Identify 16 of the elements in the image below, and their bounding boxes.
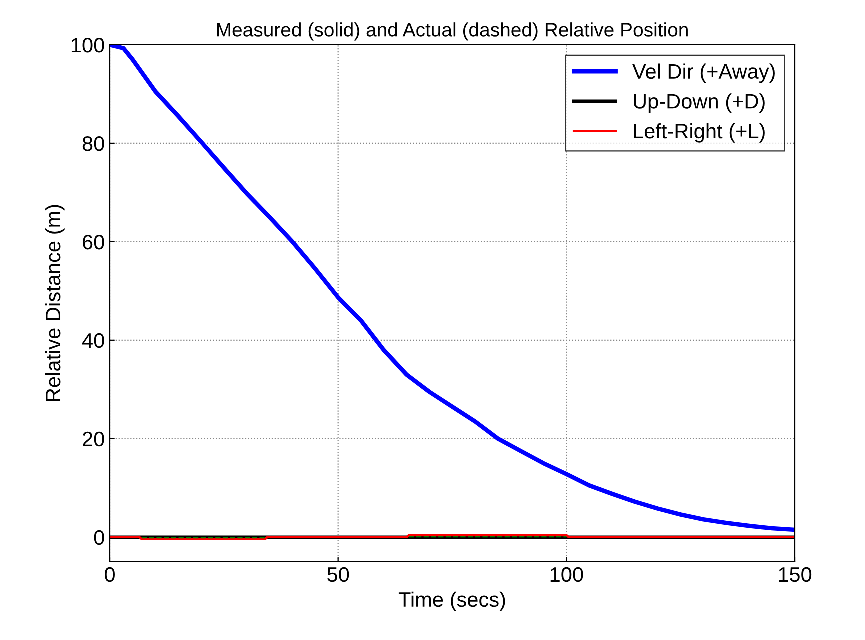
x-tick-label: 50 [328, 567, 350, 582]
legend-label: Up-Down (+D) [634, 94, 765, 114]
y-tick-label: 40 [82, 333, 104, 348]
x-tick-label: 150 [779, 567, 812, 582]
x-tick-label: 100 [550, 567, 584, 582]
y-tick-label: 100 [72, 38, 104, 53]
legend-label: Left-Right (+L) [634, 123, 765, 143]
legend-label: Vel Dir (+Away) [632, 64, 775, 84]
y-tick-label: 80 [82, 136, 104, 152]
x-axis-title: Time (secs) [398, 592, 506, 612]
y-tick-label: 20 [83, 432, 104, 447]
x-tick-label: 0 [105, 567, 115, 582]
chart-title: Measured (solid) and Actual (dashed) Relative Position [217, 22, 688, 41]
y-tick-label: 60 [83, 234, 104, 250]
y-tick-label: 0 [94, 530, 104, 546]
y-axis-title: Relative Distance (m) [45, 205, 65, 402]
